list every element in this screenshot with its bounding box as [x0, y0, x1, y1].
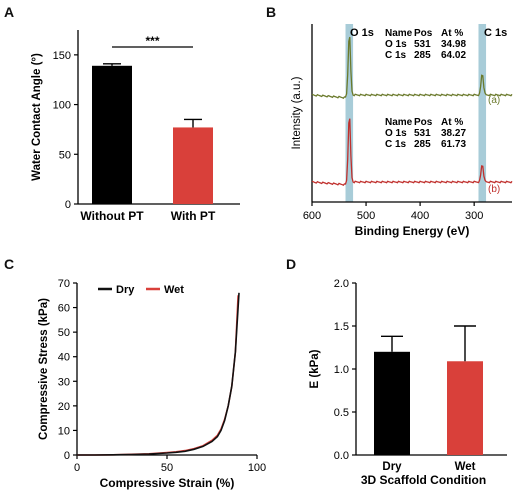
c-y-tick-label: 0	[64, 450, 70, 462]
b-series-b-line	[311, 118, 513, 187]
b-x-axis-label: Binding Energy (eV)	[355, 224, 470, 238]
c-x-tick-label: 0	[74, 462, 80, 474]
b-table-a-cell: 34.98	[441, 39, 466, 50]
b-table-b-cell: O 1s	[385, 128, 407, 139]
a-bar-2	[173, 127, 213, 204]
d-category-label-wet: Wet	[455, 461, 476, 473]
a-y-tick-label: 100	[53, 100, 71, 112]
panel-label-b: B	[266, 4, 277, 20]
b-table-b-cell: C 1s	[385, 139, 407, 150]
b-peak-label-c1s: C 1s	[484, 27, 507, 39]
b-table-a-cell: 531	[414, 39, 431, 50]
d-y-tick-label: 2.0	[334, 278, 349, 290]
d-y-tick-label: 1.5	[334, 321, 349, 333]
c-series-dry-line	[77, 292, 240, 456]
b-x-tick-label: 600	[303, 210, 321, 222]
b-table-a-cell: C 1s	[385, 50, 407, 61]
panel-label-c: C	[4, 256, 15, 272]
c-y-tick-label: 10	[58, 425, 70, 437]
c-y-tick-label: 60	[58, 303, 70, 315]
b-table-b-cell: 61.73	[441, 139, 466, 150]
a-significance-label: ***	[145, 34, 159, 48]
d-y-axis-label: E (kPa)	[309, 349, 321, 388]
c-y-tick-label: 40	[58, 352, 70, 364]
d-category-label-dry: Dry	[382, 461, 402, 473]
b-table-a-header-2: Pos	[414, 28, 433, 39]
c-y-axis-label: Compressive Stress (kPa)	[38, 298, 50, 440]
a-category-label-1: Without PT	[80, 209, 144, 223]
a-y-tick-label: 50	[59, 149, 71, 161]
b-series-a-line	[311, 36, 513, 100]
c-y-tick-label: 30	[58, 376, 70, 388]
b-series-b-label: (b)	[488, 184, 500, 195]
a-y-tick-label: 0	[65, 199, 71, 211]
a-y-tick-label: 150	[53, 50, 71, 62]
c-legend-label-wet: Wet	[164, 284, 184, 296]
b-peak-label-o1s: O 1s	[350, 27, 374, 39]
a-category-label-2: With PT	[171, 209, 216, 223]
b-c1s-highlight	[478, 24, 487, 202]
b-table-b-header-3: At %	[441, 117, 463, 128]
b-series-a-label: (a)	[488, 95, 500, 106]
c-x-tick-label: 100	[248, 462, 266, 474]
c-x-tick-label: 50	[161, 462, 173, 474]
b-y-axis-label: Intensity (a.u.)	[291, 76, 303, 149]
d-y-tick-label: 0.0	[334, 450, 349, 462]
c-x-axis-label: Compressive Strain (%)	[100, 476, 235, 490]
a-bar-1	[92, 65, 132, 205]
c-y-tick-label: 20	[58, 401, 70, 413]
b-table-b-cell: 531	[414, 128, 431, 139]
b-table-a-cell: 285	[414, 50, 431, 61]
b-table-a-cell: 64.02	[441, 50, 466, 61]
a-y-axis-label: Water Contact Angle (°)	[31, 53, 43, 181]
d-bar-dry	[374, 351, 410, 455]
d-y-tick-label: 0.5	[334, 407, 349, 419]
b-table-b-cell: 38.27	[441, 128, 466, 139]
panel-label-a: A	[4, 4, 15, 20]
b-x-tick-label: 400	[411, 210, 429, 222]
c-y-tick-label: 70	[58, 278, 70, 290]
b-x-tick-label: 500	[357, 210, 375, 222]
c-y-tick-label: 50	[58, 327, 70, 339]
b-table-a-header-3: At %	[441, 28, 463, 39]
d-y-tick-label: 1.0	[334, 364, 349, 376]
b-table-b-header-1: Name	[385, 117, 413, 128]
c-legend-label-dry: Dry	[116, 284, 135, 296]
panel-label-d: D	[286, 256, 297, 272]
b-table-a-header-1: Name	[385, 28, 413, 39]
d-bar-wet	[447, 361, 483, 455]
b-table-b-cell: 285	[414, 139, 431, 150]
b-x-tick-label: 300	[465, 210, 483, 222]
d-x-axis-label: 3D Scaffold Condition	[361, 473, 486, 487]
b-o1s-highlight	[345, 24, 354, 202]
b-table-a-cell: O 1s	[385, 39, 407, 50]
b-table-b-header-2: Pos	[414, 117, 433, 128]
